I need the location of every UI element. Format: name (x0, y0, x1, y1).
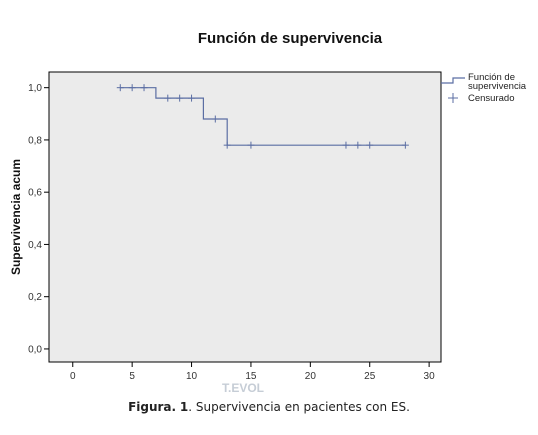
y-tick-label: 0,8 (28, 135, 42, 146)
censor-mark (342, 141, 350, 149)
legend-line-label-2: supervivencia (468, 81, 527, 92)
y-tick-label: 0,6 (28, 188, 42, 199)
figure-caption: Figura. 1. Supervivencia en pacientes co… (0, 400, 538, 414)
x-tick-label: 15 (245, 371, 257, 382)
legend-line-swatch (441, 77, 465, 84)
y-tick-label: 0,2 (28, 292, 42, 303)
legend-censor-label: Censurado (468, 93, 514, 104)
x-tick-label: 25 (364, 371, 376, 382)
x-tick-label: 10 (186, 371, 198, 382)
censor-mark (366, 141, 374, 149)
caption-text: . Supervivencia en pacientes con ES. (188, 400, 410, 414)
legend-censor-swatch (448, 93, 458, 103)
censor-mark (247, 141, 255, 149)
legend: Función de supervivencia Censurado (441, 72, 527, 104)
caption-number: 1 (179, 400, 189, 414)
censor-mark (401, 141, 409, 149)
x-axis: 0 5 10 15 20 25 30 (70, 362, 435, 382)
x-tick-label: 0 (70, 371, 76, 382)
censor-mark (140, 84, 148, 92)
caption-prefix: Figura. (128, 400, 177, 414)
censor-mark (164, 94, 172, 102)
censor-mark (223, 141, 231, 149)
censor-mark (116, 84, 124, 92)
censor-mark (128, 84, 136, 92)
y-axis-label: Supervivencia acum (9, 159, 23, 275)
y-tick-label: 0,0 (28, 344, 42, 355)
censor-mark (176, 94, 184, 102)
y-tick-label: 1,0 (28, 83, 42, 94)
x-tick-label: 20 (305, 371, 317, 382)
series-layer (116, 84, 409, 149)
chart-title: Función de supervivencia (198, 30, 383, 47)
x-tick-label: 5 (129, 371, 135, 382)
survival-step-line (120, 87, 406, 146)
censor-mark (211, 115, 219, 123)
censor-mark (354, 141, 362, 149)
y-axis: 0,0 0,2 0,4 0,6 0,8 1,0 (28, 83, 49, 355)
legend-line-label-1: Función de (468, 72, 515, 83)
y-tick-label: 0,4 (28, 240, 42, 251)
x-axis-label: T.EVOL (222, 381, 264, 395)
censor-mark (188, 94, 196, 102)
survival-chart: Función de supervivencia 0,0 0,2 0,4 0,6 0,8… (9, 30, 527, 395)
x-tick-label: 30 (424, 371, 436, 382)
chart-svg: Función de supervivencia 0,0 0,2 0,4 0,6 0,8… (9, 30, 527, 395)
plot-area (48, 71, 442, 363)
